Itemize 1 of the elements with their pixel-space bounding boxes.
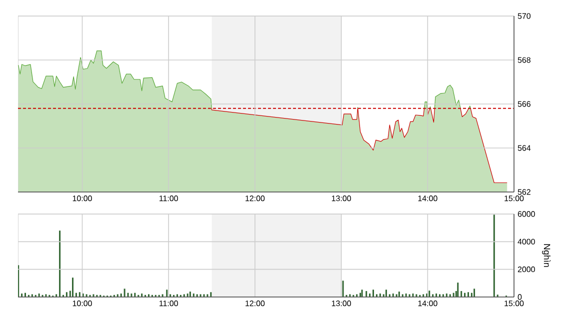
y-axis-title: Nghìn [542,244,551,267]
